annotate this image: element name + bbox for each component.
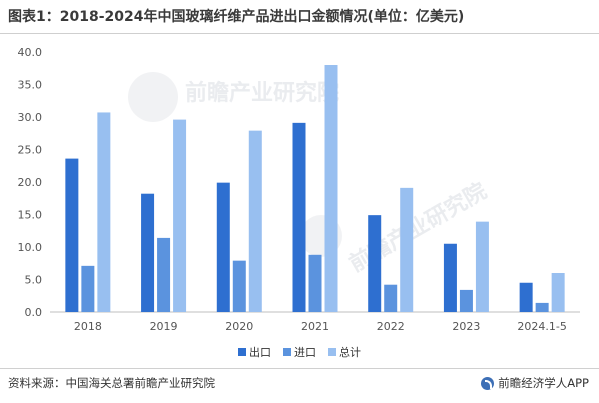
bar-chart: 0.0 5.0 10.0 15.0 20.0 25.0 30.0 35.0 40.0 2018 20… <box>18 46 580 333</box>
bar-import <box>81 265 95 312</box>
y-tick-label: 30.0 <box>18 111 43 124</box>
chart-title: 图表1：2018-2024年中国玻璃纤维产品进出口金额情况(单位：亿美元) <box>8 9 465 25</box>
bar-total <box>324 65 338 312</box>
bar-export <box>216 182 230 312</box>
bar-export <box>519 282 533 312</box>
legend-item-total: 总计 <box>328 344 361 360</box>
y-tick-label: 10.0 <box>18 241 43 254</box>
bar-total <box>475 221 489 312</box>
bar-import <box>157 237 171 312</box>
bar-import <box>535 302 549 312</box>
x-tick-label: 2020 <box>225 320 253 333</box>
legend: 出口 进口 总计 <box>0 344 599 360</box>
y-tick-label: 35.0 <box>18 79 43 92</box>
bar-import <box>459 289 473 312</box>
legend-swatch-total <box>328 348 336 356</box>
legend-label-import: 进口 <box>294 346 316 359</box>
footer-divider <box>0 368 599 369</box>
y-tick-label: 15.0 <box>18 209 43 222</box>
x-tick-label: 2024.1-5 <box>517 320 566 333</box>
x-tick-label: 2019 <box>150 320 178 333</box>
x-tick-label: 2021 <box>301 320 329 333</box>
x-tick-label: 2023 <box>452 320 480 333</box>
legend-label-export: 出口 <box>249 346 271 359</box>
y-tick-label: 0.0 <box>25 306 43 319</box>
bar-export <box>65 158 79 312</box>
bar-import <box>232 260 246 312</box>
y-tick-label: 5.0 <box>25 274 43 287</box>
bar-total <box>97 112 111 312</box>
brand-logo-icon <box>481 376 495 390</box>
y-tick-label: 20.0 <box>18 176 43 189</box>
legend-swatch-import <box>283 348 291 356</box>
bar-total <box>551 273 565 312</box>
y-tick-label: 40.0 <box>18 46 43 59</box>
bar-total <box>248 130 262 312</box>
legend-swatch-export <box>238 348 246 356</box>
source-note: 资料来源：中国海关总署前瞻产业研究院 <box>8 376 215 390</box>
brand: 前瞻经济学人APP <box>481 375 589 391</box>
brand-name: 前瞻经济学人APP <box>498 376 589 390</box>
legend-label-total: 总计 <box>339 346 361 359</box>
bar-import <box>384 284 398 312</box>
legend-item-export: 出口 <box>238 344 271 360</box>
bar-export <box>141 193 155 312</box>
title-divider <box>0 33 599 34</box>
x-tick-label: 2018 <box>74 320 102 333</box>
bar-export <box>292 122 306 312</box>
bar-total <box>173 119 187 312</box>
x-tick-label: 2022 <box>377 320 405 333</box>
bar-total <box>400 187 414 312</box>
legend-item-import: 进口 <box>283 344 316 360</box>
y-tick-label: 25.0 <box>18 144 43 157</box>
bar-export <box>443 243 457 312</box>
bar-import <box>308 254 322 312</box>
bar-export <box>368 215 382 312</box>
